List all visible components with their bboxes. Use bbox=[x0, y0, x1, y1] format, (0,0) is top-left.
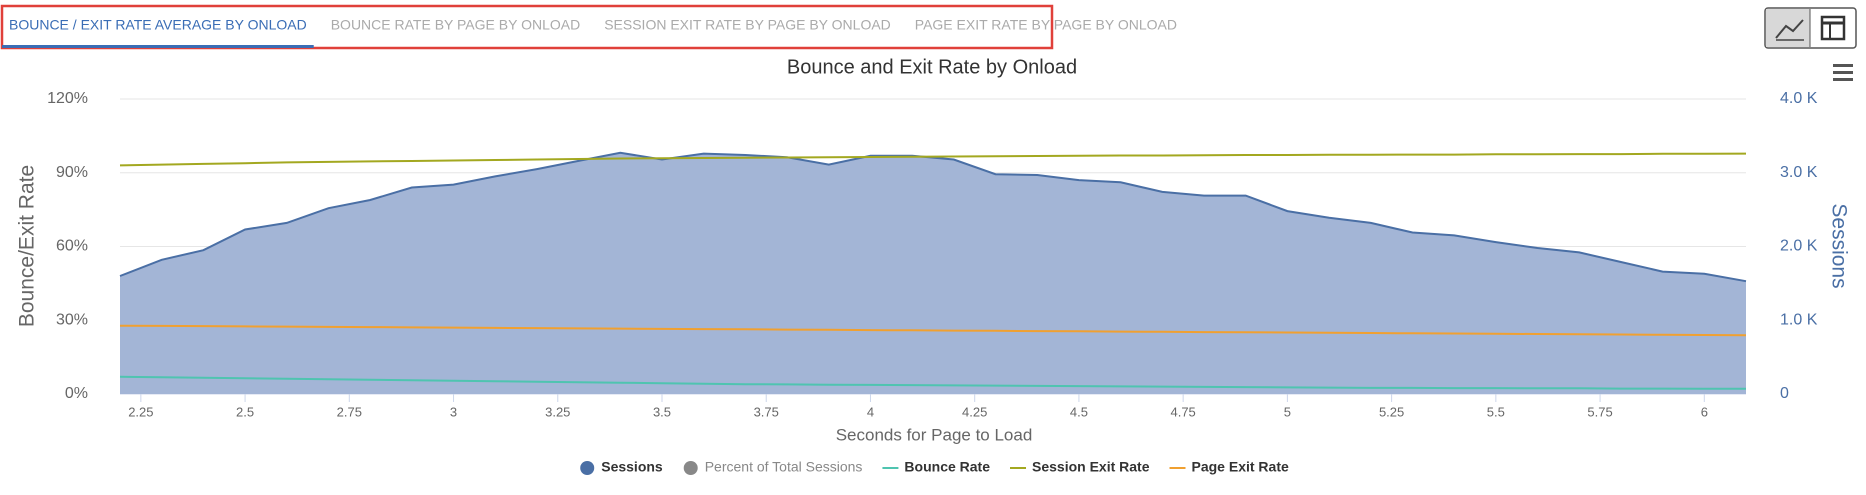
y-axis-title: Bounce/Exit Rate bbox=[16, 165, 39, 327]
x-tick-label: 5.25 bbox=[1379, 404, 1404, 419]
y2-tick-label: 3.0 K bbox=[1780, 164, 1818, 181]
x-tick-label: 5.5 bbox=[1487, 404, 1505, 419]
table-view-button[interactable] bbox=[1820, 15, 1846, 41]
line bbox=[119, 324, 1747, 337]
x-tick-label: 2.75 bbox=[337, 404, 362, 419]
legend: Sessions Percent of Total Sessions Bounce … bbox=[580, 459, 1289, 475]
tab[interactable]: PAGE EXIT RATE BY PAGE BY ONLOAD bbox=[915, 17, 1177, 33]
line bbox=[119, 152, 1747, 167]
legend-item[interactable]: Session Exit Rate bbox=[1010, 459, 1150, 475]
area bbox=[120, 152, 1746, 394]
x-tick-label: 3.25 bbox=[545, 404, 570, 419]
x-tick-label: 4.75 bbox=[1170, 404, 1195, 419]
menu-bar bbox=[1833, 64, 1853, 67]
tab[interactable]: SESSION EXIT RATE BY PAGE BY ONLOAD bbox=[604, 17, 891, 33]
tab-bar: BOUNCE / EXIT RATE AVERAGE BY ONLOAD BOUN… bbox=[2, 17, 1177, 48]
tab-underline bbox=[2, 45, 314, 48]
y2-tick-label: 2.0 K bbox=[1780, 238, 1818, 255]
legend-label: Bounce Rate bbox=[904, 459, 990, 475]
legend-symbol bbox=[580, 461, 595, 475]
tab-highlight bbox=[0, 4, 1054, 50]
x-tick-label: 3 bbox=[450, 404, 457, 419]
legend-item[interactable]: Percent of Total Sessions bbox=[683, 459, 863, 475]
legend-label: Percent of Total Sessions bbox=[705, 459, 863, 475]
tab[interactable]: BOUNCE / EXIT RATE AVERAGE BY ONLOAD bbox=[9, 17, 307, 33]
x-tick-label: 4.25 bbox=[962, 404, 987, 419]
y2-axis-title: Sessions bbox=[1827, 203, 1850, 288]
y2-tick-label: 0 bbox=[1780, 385, 1789, 402]
y-tick-label: 90% bbox=[56, 164, 88, 181]
x-tick-label: 3.75 bbox=[754, 404, 779, 419]
y-tick-label: 60% bbox=[56, 238, 88, 255]
tab[interactable]: BOUNCE RATE BY PAGE BY ONLOAD bbox=[331, 17, 580, 33]
legend-item[interactable]: Sessions bbox=[580, 459, 663, 475]
legend-label: Sessions bbox=[601, 459, 663, 475]
legend-label: Page Exit Rate bbox=[1192, 459, 1289, 475]
x-tick-label: 3.5 bbox=[653, 404, 671, 419]
legend-label: Session Exit Rate bbox=[1032, 459, 1150, 475]
chart-title: Bounce and Exit Rate by Onload bbox=[787, 56, 1077, 78]
legend-item[interactable]: Page Exit Rate bbox=[1169, 459, 1289, 475]
y-tick-label: 0% bbox=[65, 385, 88, 402]
x-tick-label: 4 bbox=[867, 404, 874, 419]
x-tick-label: 2.25 bbox=[128, 404, 153, 419]
x-tick-label: 5.75 bbox=[1587, 404, 1612, 419]
legend-item[interactable]: Bounce Rate bbox=[882, 459, 990, 475]
x-tick-label: 6 bbox=[1701, 404, 1708, 419]
y-tick-label: 120% bbox=[47, 90, 88, 107]
x-tick-label: 5 bbox=[1284, 404, 1291, 419]
x-tick-label: 4.5 bbox=[1070, 404, 1088, 419]
x-axis-title: Seconds for Page to Load bbox=[836, 425, 1033, 444]
menu-bar bbox=[1833, 71, 1853, 74]
y-tick-label: 30% bbox=[56, 311, 88, 328]
menu-button[interactable] bbox=[1833, 64, 1853, 81]
menu-bar bbox=[1833, 78, 1853, 81]
y2-tick-label: 4.0 K bbox=[1780, 90, 1818, 107]
line-icon bbox=[1775, 19, 1804, 39]
x-tick-label: 2.5 bbox=[236, 404, 254, 419]
line bbox=[119, 375, 1746, 390]
legend-symbol bbox=[683, 461, 698, 475]
y2-tick-label: 1.0 K bbox=[1780, 311, 1818, 328]
